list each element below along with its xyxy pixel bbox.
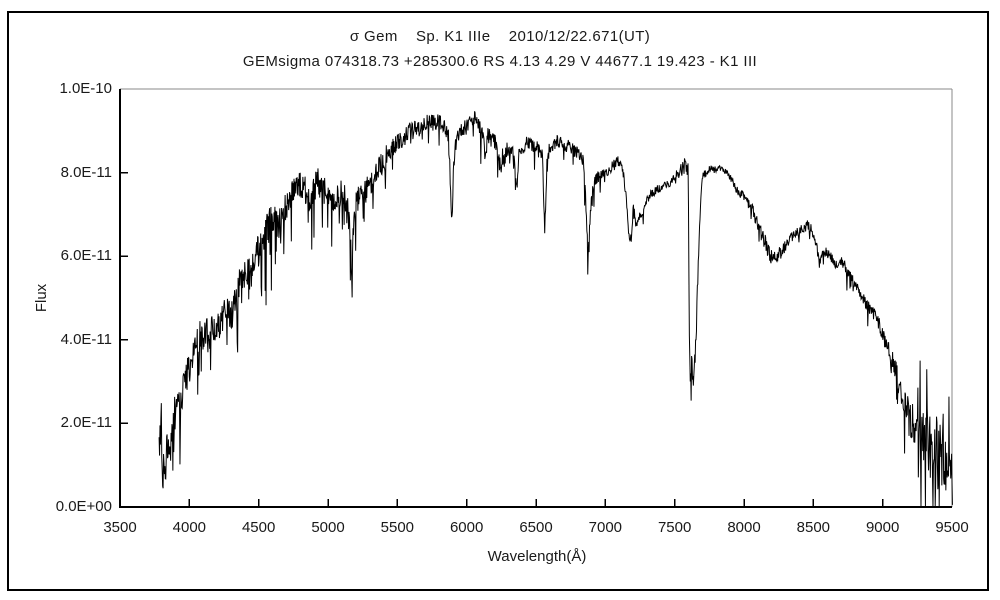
y-tick-label: 2.0E-11: [60, 414, 112, 432]
x-tick-label: 9500: [935, 519, 969, 536]
x-tick-label: 4000: [172, 519, 207, 536]
x-tick-label: 6500: [519, 519, 553, 536]
x-tick-label: 3500: [103, 519, 137, 536]
chart-subtitle: GEMsigma 074318.73 +285300.6 RS 4.13 4.2…: [242, 53, 758, 70]
y-tick-label: 8.0E-11: [60, 163, 112, 181]
x-tick-label: 8500: [796, 519, 831, 536]
y-tick-label: 4.0E-11: [60, 330, 112, 348]
chart-title: σ Gem Sp. K1 IIIe 2010/12/22.671(UT): [349, 28, 651, 45]
y-tick-label: 0.0E+00: [55, 498, 112, 515]
spectrum-polyline: [158, 111, 953, 507]
x-tick-label: 7500: [657, 519, 692, 536]
y-tick-label: 1.0E-10: [59, 80, 112, 97]
x-tick-label: 4500: [241, 519, 276, 536]
x-axis-label: Wavelength(Å): [487, 548, 587, 565]
chart-outer-border: [7, 11, 989, 591]
x-tick-label: 8000: [727, 519, 761, 536]
y-tick-label: 6.0E-11: [60, 247, 112, 265]
x-tick-label: 5500: [380, 519, 415, 536]
x-tick-label: 7000: [588, 519, 623, 536]
x-tick-label: 9000: [865, 519, 900, 536]
x-tick-label: 6000: [449, 519, 484, 536]
x-tick-label: 5000: [311, 519, 345, 536]
